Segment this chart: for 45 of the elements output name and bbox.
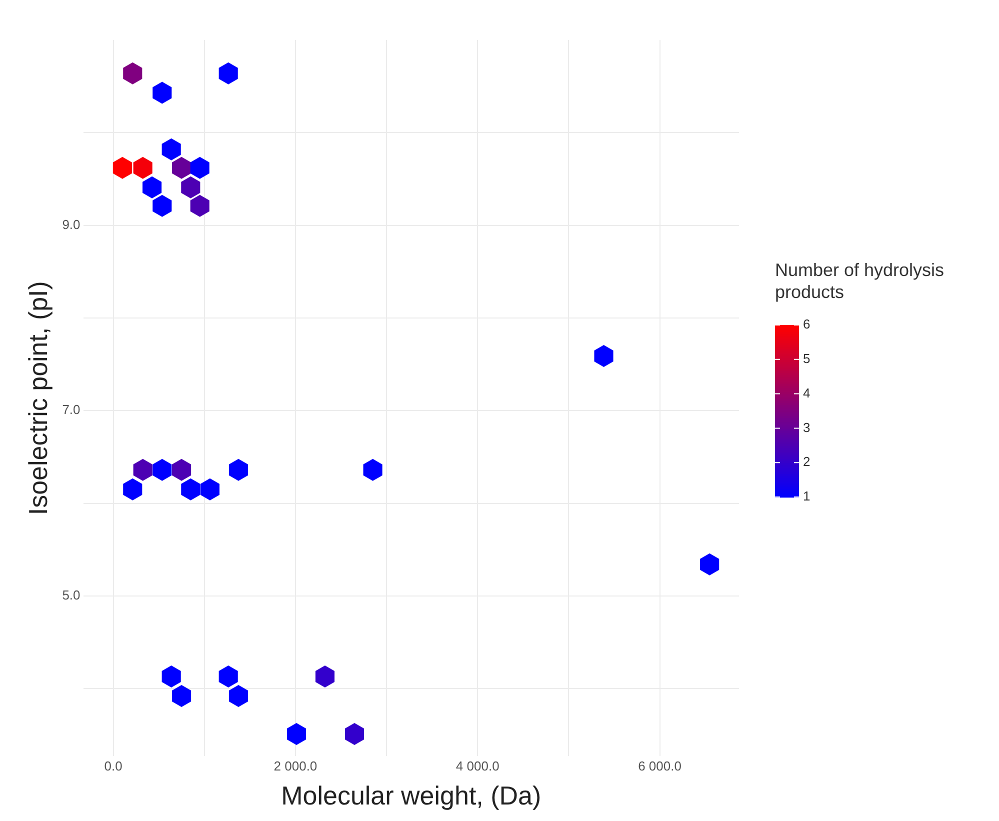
point	[218, 62, 238, 84]
x-tick-label: 2 000.0	[274, 758, 318, 774]
color-bar-label: 3	[803, 420, 810, 435]
x-axis-title: Molecular weight, (Da)	[281, 780, 542, 811]
x-tick-label: 6 000.0	[638, 758, 682, 774]
point	[172, 458, 192, 481]
point	[228, 458, 248, 481]
point	[200, 478, 220, 500]
x-tick-label: 0.0	[104, 758, 122, 774]
point	[152, 194, 172, 217]
color-bar-label: 5	[803, 350, 810, 366]
color-bar-title: Number of hydrolysis products	[775, 260, 944, 302]
point	[152, 458, 172, 481]
point	[142, 176, 162, 198]
point	[133, 458, 152, 481]
point	[181, 478, 200, 500]
point	[172, 156, 192, 179]
y-tick-label: 9.0	[62, 216, 80, 232]
x-tick-label: 4 000.0	[456, 758, 500, 774]
point	[700, 553, 720, 576]
point	[172, 684, 192, 707]
color-bar-label: 4	[803, 385, 810, 400]
point	[162, 666, 181, 688]
color-bar-label: 1	[803, 488, 810, 504]
y-axis-title: Isoelectric point, (pI)	[22, 281, 53, 516]
point	[162, 138, 181, 160]
point	[112, 156, 132, 179]
point	[181, 176, 200, 198]
point	[344, 722, 364, 745]
point	[190, 194, 210, 217]
color-bar-label: 6	[803, 316, 810, 332]
point	[123, 62, 142, 84]
color-bar-label: 2	[803, 454, 810, 470]
point	[286, 722, 306, 745]
point	[133, 156, 152, 179]
point	[190, 156, 210, 179]
point	[594, 344, 614, 367]
point	[363, 458, 382, 481]
point	[152, 82, 172, 104]
point	[123, 478, 142, 500]
y-tick-label: 5.0	[62, 587, 80, 602]
point	[228, 684, 248, 707]
point	[218, 666, 238, 688]
y-tick-label: 7.0	[62, 402, 80, 418]
point	[315, 666, 335, 688]
